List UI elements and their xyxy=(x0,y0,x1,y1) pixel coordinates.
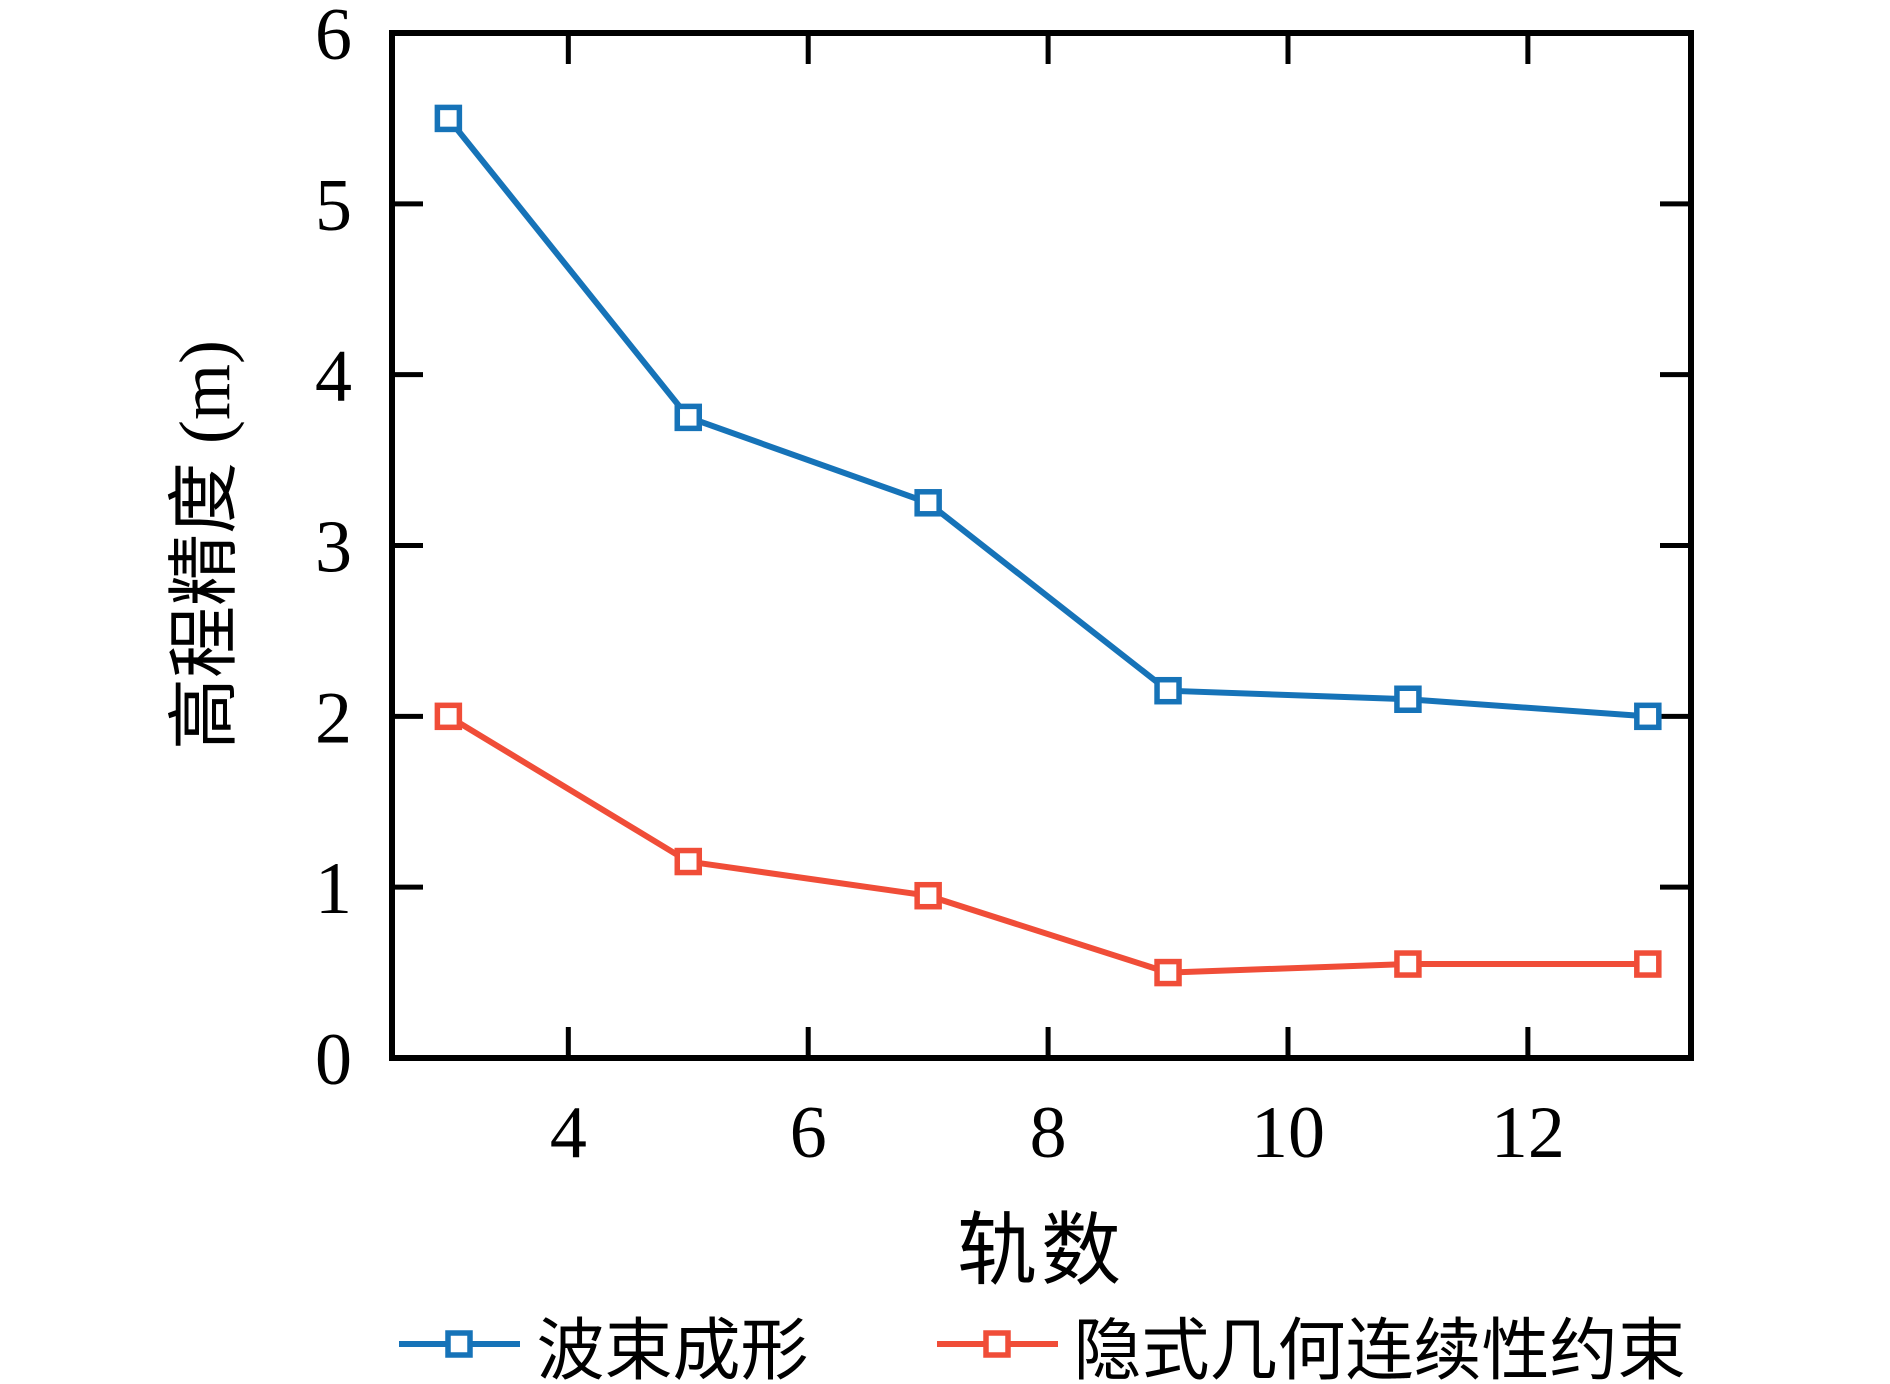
y-tick-label: 1 xyxy=(315,848,352,930)
x-tick-label: 6 xyxy=(790,1092,827,1174)
y-axis-label: 高程精度 (m) xyxy=(165,340,245,750)
legend-label-beamforming: 波束成形 xyxy=(536,1312,809,1384)
legend-item-implicit-constraint: 隐式几何连续性约束 xyxy=(935,1295,1686,1384)
data-point-marker-series-0 xyxy=(434,104,463,133)
series-line-0 xyxy=(446,116,1649,720)
data-point-marker-series-0 xyxy=(1634,702,1662,731)
data-point-marker-series-1 xyxy=(434,702,463,731)
y-tick-label: 3 xyxy=(315,507,352,589)
y-tick-label: 6 xyxy=(315,0,352,76)
series-line-1 xyxy=(446,713,1648,976)
y-tick-label: 2 xyxy=(315,677,352,759)
data-point-marker-series-0 xyxy=(1154,676,1182,705)
x-tick-label: 4 xyxy=(550,1092,587,1174)
legend-item-beamforming: 波束成形 xyxy=(397,1295,809,1384)
legend-line-square-icon xyxy=(399,1330,521,1358)
x-tick-label: 12 xyxy=(1491,1092,1565,1174)
x-tick-label: 10 xyxy=(1251,1092,1325,1174)
y-tick-label: 0 xyxy=(315,1019,352,1101)
axis-frame xyxy=(389,30,1694,1061)
data-point-marker-series-0 xyxy=(914,489,942,517)
data-point-marker-series-1 xyxy=(674,847,703,876)
data-point-marker-series-1 xyxy=(1634,950,1662,978)
x-tick-label: 8 xyxy=(1030,1092,1067,1174)
x-axis-label: 轨数 xyxy=(957,1208,1125,1296)
legend-line-square-icon xyxy=(936,1330,1058,1358)
data-point-marker-series-1 xyxy=(1154,958,1182,987)
data-point-marker-series-1 xyxy=(1394,950,1422,978)
y-tick-label: 4 xyxy=(315,336,352,418)
legend: 波束成形 隐式几何连续性约束 xyxy=(392,1301,1691,1384)
data-point-marker-series-0 xyxy=(674,403,703,432)
y-tick-label: 5 xyxy=(315,165,352,247)
data-point-marker-series-1 xyxy=(914,881,942,910)
legend-label-implicit-constraint: 隐式几何连续性约束 xyxy=(1073,1312,1686,1384)
data-point-marker-series-0 xyxy=(1394,685,1422,713)
